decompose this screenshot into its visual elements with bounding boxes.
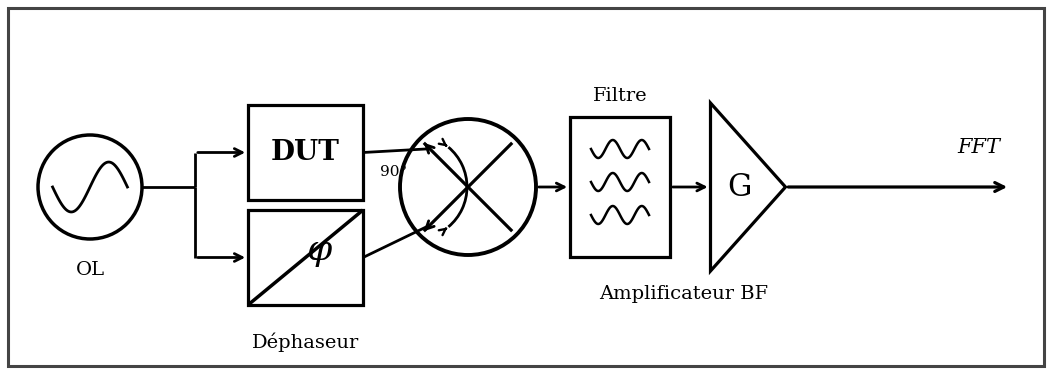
Text: DUT: DUT xyxy=(271,139,340,166)
Text: G: G xyxy=(727,172,751,202)
Text: Déphaseur: Déphaseur xyxy=(251,333,359,353)
FancyBboxPatch shape xyxy=(570,117,670,257)
Polygon shape xyxy=(710,103,786,271)
Text: Filtre: Filtre xyxy=(592,87,647,105)
FancyBboxPatch shape xyxy=(248,210,363,305)
Text: Amplificateur BF: Amplificateur BF xyxy=(600,285,769,303)
Text: φ: φ xyxy=(307,233,332,267)
FancyBboxPatch shape xyxy=(248,105,363,200)
Text: FFT: FFT xyxy=(957,138,1000,157)
FancyBboxPatch shape xyxy=(8,8,1044,366)
Text: OL: OL xyxy=(76,261,104,279)
Text: 90°: 90° xyxy=(380,165,407,179)
